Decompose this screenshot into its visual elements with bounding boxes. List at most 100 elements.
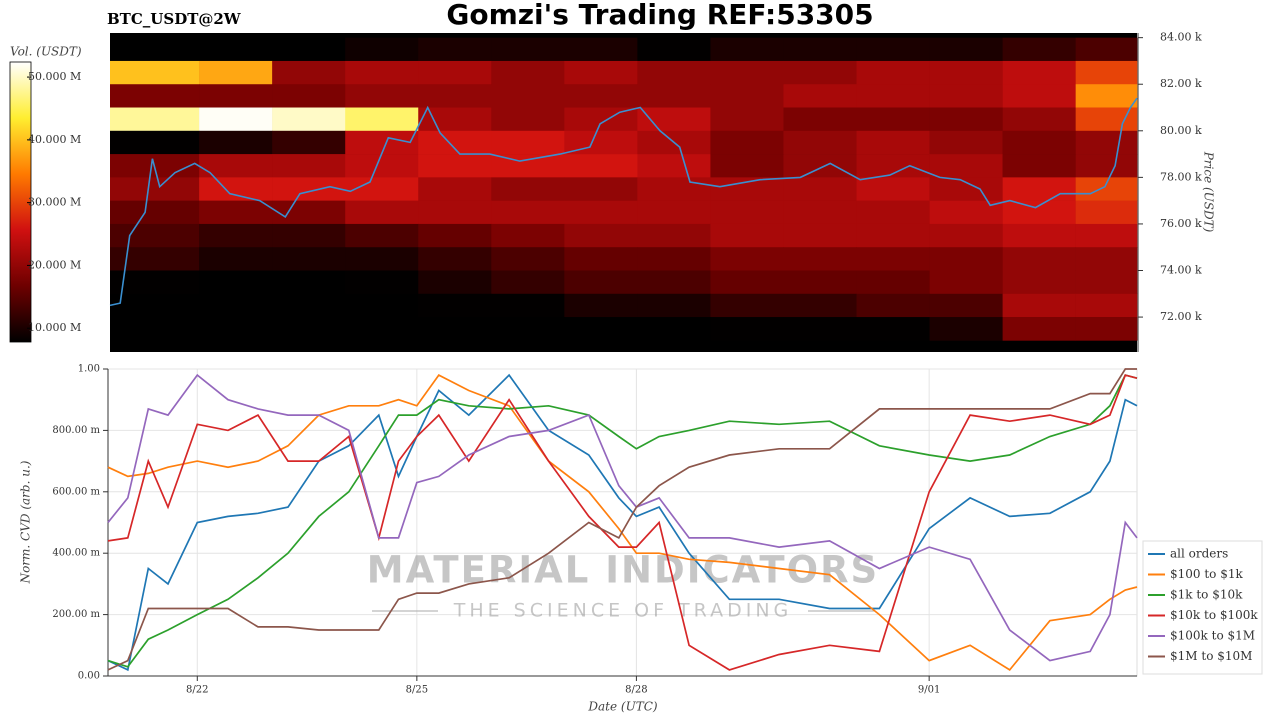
heatmap-cell (710, 270, 784, 295)
heatmap-cell (564, 84, 638, 108)
heatmap-cell (345, 130, 419, 155)
x-tick-label: 8/28 (625, 685, 647, 696)
colorbar-tick-label: 30.000 M (28, 196, 81, 209)
heatmap-cell (783, 223, 857, 248)
heatmap-cell (564, 177, 638, 201)
heatmap-cell (564, 60, 638, 85)
heatmap-cell (856, 247, 930, 271)
heatmap-cell (491, 247, 565, 271)
legend-label: $100k to $1M (1170, 629, 1255, 643)
price-line (109, 97, 1138, 307)
heatmap-cell (856, 200, 930, 225)
heatmap-cell (929, 60, 1003, 85)
y-tick-label: 76.00 k (1160, 217, 1202, 230)
heatmap-cell (637, 154, 711, 178)
heatmap-cell (783, 293, 857, 318)
heatmap-cell (856, 293, 930, 318)
heatmap-cell (199, 154, 273, 178)
heatmap-cell (783, 107, 857, 132)
heatmap-cell (564, 154, 638, 178)
x-tick-label: 8/22 (186, 685, 208, 696)
heatmap-cell (710, 177, 784, 201)
heatmap-cell (1075, 130, 1138, 155)
y-tick-label: 800.00 m (52, 425, 100, 436)
heatmap-cell (418, 317, 492, 341)
heatmap-cell (1002, 270, 1076, 295)
heatmap-cell (637, 270, 711, 295)
heatmap-cell (272, 223, 346, 248)
heatmap-cell (710, 130, 784, 155)
chart-title: Gomzi's Trading REF:53305 (446, 0, 873, 31)
heatmap-cell (345, 200, 419, 225)
heatmap-cell (110, 270, 200, 295)
heatmap-cell (637, 200, 711, 225)
heatmap-cell (1002, 200, 1076, 225)
y-tick-label: 0.00 (78, 671, 100, 682)
heatmap-cell (637, 317, 711, 341)
heatmap-cell (1002, 177, 1076, 201)
heatmap-cell (199, 107, 273, 132)
heatmap-cell (110, 60, 200, 85)
y-tick-label: 1.00 (78, 364, 100, 375)
heatmap-cell (783, 130, 857, 155)
heatmap-cell (710, 293, 784, 318)
heatmap-cell (929, 200, 1003, 225)
heatmap-cell (1075, 60, 1138, 85)
heatmap-cell (637, 247, 711, 271)
heatmap-cell (1002, 223, 1076, 248)
heatmap-cell (491, 84, 565, 108)
heatmap-cell (929, 270, 1003, 295)
y-tick-label: 72.00 k (1160, 310, 1202, 323)
heatmap-cell (418, 130, 492, 155)
heatmap-cell (345, 107, 419, 132)
heatmap-cell (418, 37, 492, 62)
heatmap-cell (199, 317, 273, 341)
series-line (107, 373, 1138, 662)
heatmap-cell (272, 84, 346, 108)
heatmap-cell (856, 177, 930, 201)
heatmap-cell (710, 247, 784, 271)
x-tick-label: 8/25 (406, 685, 428, 696)
heatmap-cell (637, 84, 711, 108)
watermark: MATERIAL INDICATORS (367, 549, 879, 592)
heatmap-cell (1002, 107, 1076, 132)
heatmap-cell (929, 37, 1003, 62)
heatmap-cell (418, 177, 492, 201)
heatmap-cell (272, 270, 346, 295)
heatmap-cell (783, 270, 857, 295)
series-line (107, 368, 1137, 671)
heatmap-cell (637, 60, 711, 85)
heatmap-cell (491, 130, 565, 155)
heatmap-cell (1075, 84, 1138, 108)
heatmap-cell (929, 107, 1003, 132)
heatmap-cell (1002, 60, 1076, 85)
heatmap-cell (110, 317, 200, 341)
heatmap-cell (856, 130, 930, 155)
heatmap-cell (929, 223, 1003, 248)
heatmap-cell (637, 223, 711, 248)
heatmap-cell (1075, 177, 1138, 201)
heatmap-cell (710, 107, 784, 132)
heatmap-cell (1002, 154, 1076, 178)
heatmap-cell (345, 37, 419, 62)
x-tick-label: 9/01 (918, 685, 940, 696)
series-line (107, 374, 1138, 668)
colorbar-tick-label: 50.000 M (28, 70, 81, 83)
chart-subtitle: BTC_USDT@2W (107, 10, 242, 28)
heatmap-cell (272, 200, 346, 225)
heatmap-cell (199, 60, 273, 85)
colorbar-label: Vol. (USDT) (10, 45, 82, 59)
heatmap-cell (491, 107, 565, 132)
y-tick-label: 200.00 m (52, 609, 100, 620)
heatmap-cell (710, 37, 784, 62)
y-tick-label: 84.00 k (1160, 31, 1202, 44)
y-axis-label: Price (USDT) (1202, 151, 1216, 233)
heatmap-cell (929, 154, 1003, 178)
y-tick-label: 74.00 k (1160, 264, 1202, 277)
heatmap-cell (1075, 247, 1138, 271)
heatmap-cell (710, 84, 784, 108)
heatmap-cell (199, 223, 273, 248)
heatmap-cell (418, 60, 492, 85)
heatmap-cell (199, 177, 273, 201)
heatmap-cell (345, 293, 419, 318)
